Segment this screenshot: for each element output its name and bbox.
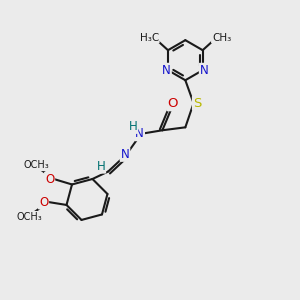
Text: H: H [128,120,137,133]
Text: N: N [200,64,208,77]
Text: O: O [167,97,178,110]
Text: OCH₃: OCH₃ [16,212,42,222]
Text: N: N [121,148,129,161]
Text: CH₃: CH₃ [212,32,231,43]
Text: N: N [162,64,171,77]
Text: O: O [45,173,54,186]
Text: OCH₃: OCH₃ [23,160,49,170]
Text: O: O [39,196,48,208]
Text: S: S [193,97,201,110]
Text: H: H [97,160,105,173]
Text: H₃C: H₃C [140,32,159,43]
Text: N: N [135,127,144,140]
